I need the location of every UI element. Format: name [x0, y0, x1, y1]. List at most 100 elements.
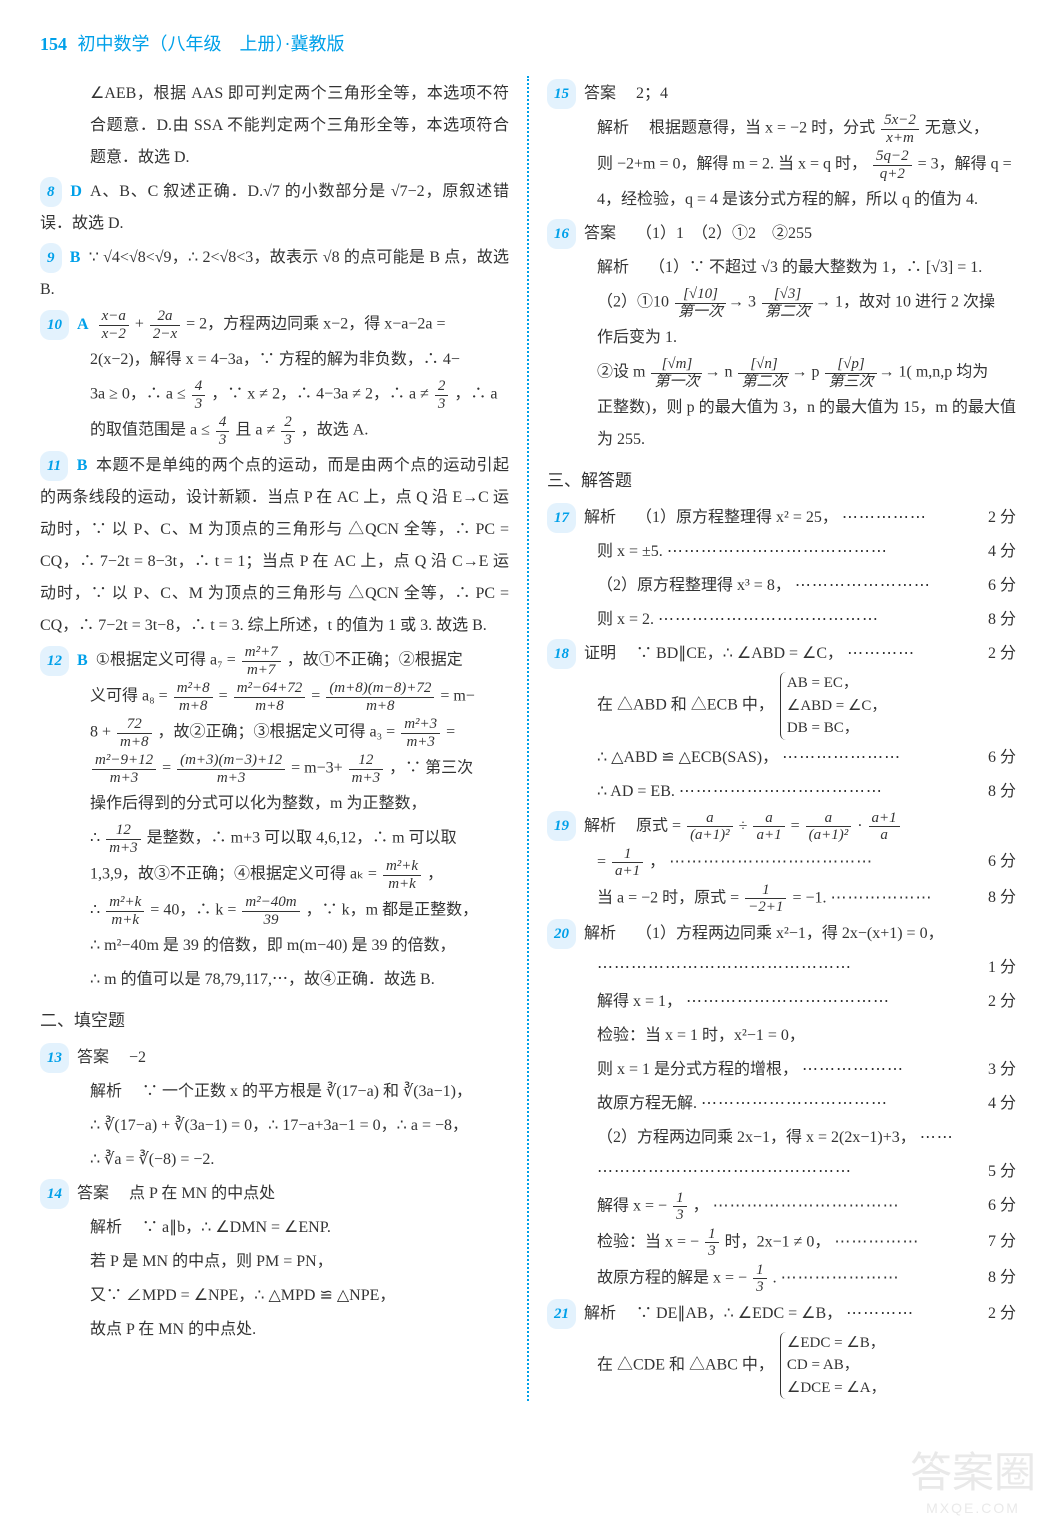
- frac: 12m+3: [106, 822, 140, 856]
- q17: 17 解析 （1）原方程整理得 x² = 25， ⋯⋯⋯⋯⋯ 2 分: [547, 502, 1016, 534]
- q14-t2: 若 P 是 MN 的中点，则 PM = PN，: [40, 1246, 509, 1278]
- score: 2 分: [988, 1298, 1016, 1330]
- q12-l6: ∴ 12m+3 是整数，∴ m+3 可以取 4,6,12，∴ m 可以取: [40, 822, 509, 856]
- q9: 9 B ∵ √4<√8<√9，∴ 2<√8<3，故表示 √8 的点可能是 B 点…: [40, 242, 509, 306]
- q8: 8 D A、B、C 叙述正确．D.√7 的小数部分是 √7−2，原叙述错误．故选…: [40, 176, 509, 240]
- q15-jiexi: 解析 根据题意得，当 x = −2 时，分式 5x−2x+m 无意义，: [547, 112, 1016, 146]
- score: 2 分: [988, 502, 1016, 534]
- score: 6 分: [988, 570, 1016, 602]
- q16-t2: （2）①10 [√10]第一次→ 3 [√3]第二次→ 1，故对 10 进行 2…: [547, 286, 1016, 320]
- q21: 21 解析 ∵ DE∥AB，∴ ∠EDC = ∠B， ⋯⋯⋯⋯ 2 分: [547, 1298, 1016, 1330]
- arrow-frac: [√n]第二次: [738, 356, 789, 390]
- q17-l3: （2）原方程整理得 x³ = 8， ⋯⋯⋯⋯⋯⋯⋯⋯ 6 分: [547, 570, 1016, 602]
- frac: 23: [435, 378, 449, 412]
- q14-t4: 故点 P 在 MN 的中点处.: [40, 1314, 509, 1346]
- frac: m²+km+k: [383, 858, 421, 892]
- watermark: 答案圈 MXQE.COM: [910, 1439, 1036, 1516]
- q12-answer: B: [77, 652, 88, 669]
- q11-number: 11: [40, 451, 68, 481]
- q16-t4: ②设 m [√m]第一次→ n [√n]第二次→ p [√p]第三次→ 1( m…: [547, 356, 1016, 390]
- q10: 10 A x−ax−2 + 2a2−x = 2，方程两边同乘 x−2，得 x−a…: [40, 308, 509, 342]
- frac: m²+3m+3: [401, 716, 440, 750]
- q20-l3: 检验：当 x = 1 时，x²−1 = 0，: [547, 1020, 1016, 1052]
- q20-l6: （2）方程两边同乘 2x−1，得 x = 2(2x−1)+3， ⋯⋯: [547, 1122, 1016, 1154]
- q12-l4: m²−9+12m+3 = (m+3)(m−3)+12m+3 = m−3+ 12m…: [40, 752, 509, 786]
- frac: 1−2+1: [745, 882, 786, 916]
- q18-l2: 在 △ABD 和 △ECB 中， AB = EC， ∠ABD = ∠C， DB …: [547, 672, 1016, 740]
- header-title: 初中数学（八年级 上册）·冀教版: [78, 34, 345, 54]
- frac: m²−9+12m+3: [92, 752, 156, 786]
- q17-l2: 则 x = ±5. ⋯⋯⋯⋯⋯⋯⋯⋯⋯⋯⋯⋯⋯ 4 分: [547, 536, 1016, 568]
- q16-answer: （1）1 （2）①2 ②255: [636, 225, 812, 242]
- frac: a(a+1)²: [806, 810, 852, 844]
- q20-l5: 故原方程无解. ⋯⋯⋯⋯⋯⋯⋯⋯⋯⋯⋯ 4 分: [547, 1088, 1016, 1120]
- q9-answer: B: [70, 249, 81, 266]
- q16-jiexi: 解析 （1）∵ 不超过 √3 的最大整数为 1，∴ [√3] = 1.: [547, 252, 1016, 284]
- q13-answer: −2: [129, 1049, 146, 1066]
- q9-text: ∵ √4<√8<√9，∴ 2<√8<3，故表示 √8 的点可能是 B 点，故选 …: [40, 249, 509, 298]
- q21-l2: 在 △CDE 和 △ABC 中， ∠EDC = ∠B， CD = AB， ∠DC…: [547, 1332, 1016, 1400]
- frac: a(a+1)²: [687, 810, 733, 844]
- q13-t3: ∴ ∛a = ∛(−8) = −2.: [40, 1144, 509, 1176]
- q10-cont2: 3a ≥ 0，∴ a ≤ 43 ，∵ x ≠ 2，∴ 4−3a ≠ 2，∴ a …: [40, 378, 509, 412]
- q19-number: 19: [547, 811, 576, 841]
- q14-number: 14: [40, 1179, 69, 1209]
- q18-l4: ∴ AD = EB. ⋯⋯⋯⋯⋯⋯⋯⋯⋯⋯⋯⋯ 8 分: [547, 776, 1016, 808]
- q10-cont3: 的取值范围是 a ≤ 43 且 a ≠ 23 ，故选 A.: [40, 414, 509, 448]
- score: 4 分: [988, 1088, 1016, 1120]
- score: 8 分: [988, 1262, 1016, 1294]
- right-column: 15 答案 2；4 解析 根据题意得，当 x = −2 时，分式 5x−2x+m…: [529, 76, 1016, 1401]
- q14: 14 答案 点 P 在 MN 的中点处: [40, 1178, 509, 1210]
- answer-label: 答案: [77, 1049, 109, 1066]
- q13-number: 13: [40, 1043, 69, 1073]
- q13-jiexi: 解析 ∵ 一个正数 x 的平方根是 ∛(17−a) 和 ∛(3a−1)，: [40, 1076, 509, 1108]
- frac: m²−64+72m+8: [234, 680, 306, 714]
- frac: 1a+1: [612, 846, 643, 880]
- score: 6 分: [988, 1190, 1016, 1222]
- watermark-sub: MXQE.COM: [910, 1500, 1036, 1516]
- section-solve: 三、解答题: [547, 464, 1016, 498]
- q10-number: 10: [40, 310, 69, 340]
- frac: 5x−2x+m: [881, 112, 919, 146]
- score: 1 分: [988, 952, 1016, 984]
- frac: 13: [705, 1226, 719, 1260]
- score: 2 分: [988, 986, 1016, 1018]
- q19-l3: 当 a = −2 时，原式 = 1−2+1 = −1. ⋯⋯⋯⋯⋯⋯ 8 分: [547, 882, 1016, 916]
- q14-jiexi: 解析 ∵ a∥b，∴ ∠DMN = ∠ENP.: [40, 1212, 509, 1244]
- q20-number: 20: [547, 919, 576, 949]
- q20-l9: 故原方程的解是 x = − 13 . ⋯⋯⋯⋯⋯⋯⋯ 8 分: [547, 1262, 1016, 1296]
- q20: 20 解析 （1）方程两边同乘 x²−1，得 2x−(x+1) = 0，: [547, 918, 1016, 950]
- watermark-main: 答案圈: [910, 1439, 1036, 1500]
- frac: 2a2−x: [150, 308, 180, 342]
- score: 2 分: [988, 638, 1016, 670]
- frac: m²+km+k: [106, 894, 144, 928]
- page-number: 154: [40, 34, 67, 54]
- q20-l2: 解得 x = 1， ⋯⋯⋯⋯⋯⋯⋯⋯⋯⋯⋯⋯ 2 分: [547, 986, 1016, 1018]
- q20-l7: 解得 x = − 13 ， ⋯⋯⋯⋯⋯⋯⋯⋯⋯⋯⋯ 6 分: [547, 1190, 1016, 1224]
- q12-l10: ∴ m 的值可以是 78,79,117,⋯，故④正确．故选 B.: [40, 964, 509, 996]
- score: 8 分: [988, 604, 1016, 636]
- frac: 13: [753, 1262, 767, 1296]
- q14-answer: 点 P 在 MN 的中点处: [129, 1185, 275, 1202]
- q12: 12 B ①根据定义可得 a₇ = m²+7m+7 ，故①不正确；②根据定: [40, 644, 509, 678]
- score: 8 分: [988, 882, 1016, 914]
- frac: (m+3)(m−3)+12m+3: [177, 752, 285, 786]
- q8-number: 8: [40, 177, 62, 207]
- q9-number: 9: [40, 243, 62, 273]
- left-column: ∠AEB，根据 AAS 即可判定两个三角形全等，本选项不符合题意．D.由 SSA…: [40, 76, 529, 1401]
- frac: 43: [192, 378, 206, 412]
- score: 6 分: [988, 846, 1016, 878]
- q16-number: 16: [547, 219, 576, 249]
- frac: 72m+8: [117, 716, 151, 750]
- q13-t2: ∴ ∛(17−a) + ∛(3a−1) = 0，∴ 17−a+3a−1 = 0，…: [40, 1110, 509, 1142]
- q11: 11 B 本题不是单纯的两个点的运动，而是由两个点的运动引起的两条线段的运动，设…: [40, 450, 509, 642]
- q15-answer: 2；4: [636, 85, 668, 102]
- q12-l2: 义可得 a₈ = m²+8m+8 = m²−64+72m+8 = (m+8)(m…: [40, 680, 509, 714]
- q13: 13 答案 −2: [40, 1042, 509, 1074]
- brace-icon: ∠EDC = ∠B， CD = AB， ∠DCE = ∠A，: [780, 1332, 886, 1400]
- q15-t2: 则 −2+m = 0，解得 m = 2. 当 x = q 时， 5q−2q+2 …: [547, 148, 1016, 182]
- q16: 16 答案 （1）1 （2）①2 ②255: [547, 218, 1016, 250]
- q16-t3: 作后变为 1.: [547, 322, 1016, 354]
- q18-number: 18: [547, 639, 576, 669]
- q20-s1: ⋯⋯⋯⋯⋯⋯⋯⋯⋯⋯⋯⋯⋯⋯⋯ 1 分: [547, 952, 1016, 984]
